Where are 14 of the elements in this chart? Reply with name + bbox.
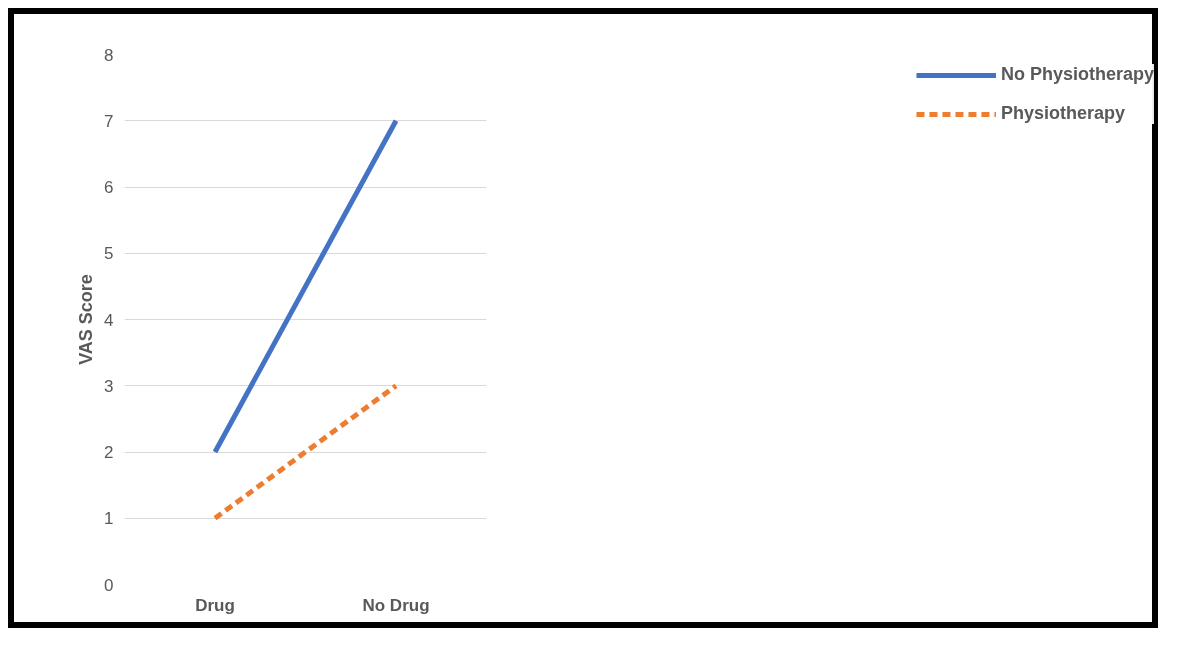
x-tick-label: No Drug: [362, 595, 430, 615]
y-axis-title: VAS Score: [76, 274, 97, 365]
legend-label: No Physiotherapy: [1000, 64, 1154, 85]
x-tick-label: Drug: [195, 595, 235, 615]
y-tick-label: 0: [104, 575, 114, 595]
y-tick-label: 7: [104, 111, 114, 131]
y-tick-label: 1: [104, 509, 114, 529]
y-tick-label: 5: [104, 244, 114, 264]
y-tick-label: 8: [104, 45, 114, 65]
legend-label: Physiotherapy: [1000, 103, 1125, 124]
y-tick-label: 6: [104, 178, 114, 197]
y-tick-label: 2: [104, 443, 114, 462]
y-tick-label: 3: [104, 376, 114, 396]
y-tick-label: 4: [104, 310, 114, 330]
